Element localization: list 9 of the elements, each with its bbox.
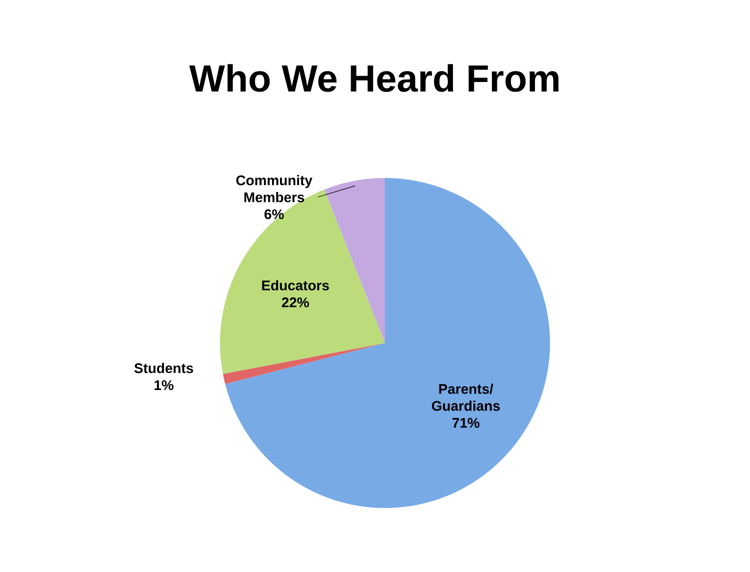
data-label: 22% [282,297,309,308]
data-label: 71% [452,418,480,428]
chart-title: Who We Heard From [189,64,558,92]
data-label: 6% [264,209,284,220]
slice-label: Students [134,362,194,374]
slice-label: Community Members [236,175,312,202]
data-label: 1% [154,380,174,390]
slice-label: Parents/ Guardians [432,384,500,411]
slice-label: Educators [262,280,329,290]
